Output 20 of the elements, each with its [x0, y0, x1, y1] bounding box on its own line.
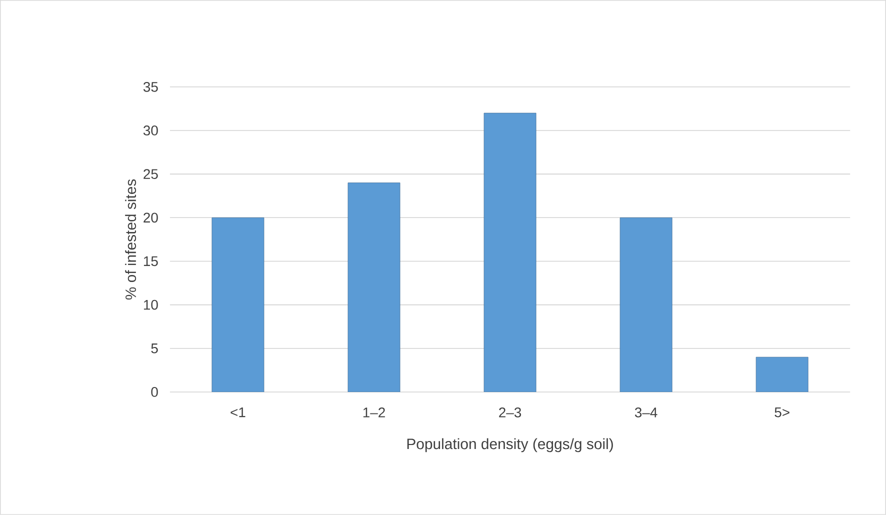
- x-tick-label: 2–3: [499, 408, 522, 418]
- y-axis-title: % of infested sites: [125, 179, 136, 300]
- y-tick-label: 10: [144, 300, 158, 310]
- y-tick-label: 35: [143, 82, 158, 92]
- x-tick-label: 1–2: [363, 408, 385, 418]
- bar: [348, 182, 400, 392]
- y-tick-label: 30: [143, 126, 158, 136]
- bar: [620, 218, 672, 392]
- y-tick-label: 25: [144, 169, 158, 180]
- x-axis-title: Population density (eggs/g soil): [407, 438, 613, 452]
- bar: [212, 218, 264, 392]
- bar: [756, 356, 808, 392]
- y-tick-label: 0: [151, 387, 158, 397]
- y-tick-label: 15: [144, 256, 158, 266]
- y-tick-label: 20: [144, 212, 158, 223]
- bar: [484, 112, 536, 392]
- x-tick-label: <1: [230, 408, 246, 418]
- x-tick-label: 3–4: [634, 408, 658, 418]
- y-tick-label: 5: [151, 344, 158, 354]
- x-tick-label: 5>: [774, 408, 790, 418]
